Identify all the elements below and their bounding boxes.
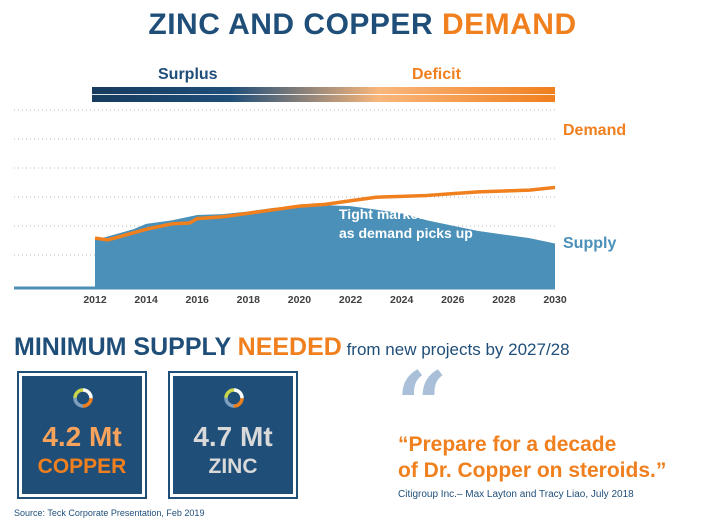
x-tick-label: 2028 (492, 294, 516, 306)
annotation-line1: Tight markets near-term (339, 206, 499, 222)
zinc-value: 4.7 Mt (193, 421, 273, 452)
copper-value: 4.2 Mt (42, 421, 122, 452)
quote-text: “Prepare for a decade of Dr. Copper on s… (398, 432, 666, 484)
demand-label: Demand (563, 122, 626, 139)
x-axis-ticks: 2012 2014 2016 2018 2020 2022 2024 2026 2028 2030 (83, 294, 567, 306)
supply-label: Supply (563, 235, 616, 252)
annotation-line2: as demand picks up (339, 225, 473, 241)
deficit-label: Deficit (412, 66, 461, 83)
source-note: Source: Teck Corporate Presentation, Feb… (14, 508, 205, 518)
surplus-label: Surplus (158, 66, 218, 83)
section-title-main: MINIMUM SUPPLY (14, 333, 238, 361)
gauge-icon (224, 388, 244, 408)
copper-card: 4.2 Mt COPPER (17, 371, 147, 499)
x-tick-label: 2026 (441, 294, 465, 306)
section-title-sub: from new projects by 2027/28 (341, 340, 570, 359)
gauge-icon (73, 388, 93, 408)
section-title-accent: NEEDED (237, 333, 342, 361)
x-tick-label: 2020 (288, 294, 312, 306)
x-tick-label: 2024 (390, 294, 414, 306)
supply-area (95, 205, 555, 288)
quote-mark-icon: “ (396, 352, 448, 458)
quote-line1: “Prepare for a decade (398, 433, 617, 456)
demand-line (94, 185, 556, 242)
quote-citation: Citigroup Inc.– Max Layton and Tracy Lia… (398, 489, 634, 500)
zinc-card: 4.7 Mt ZINC (168, 371, 298, 499)
x-tick-label: 2018 (237, 294, 261, 306)
page-title: ZINC AND COPPER DEMAND (0, 8, 725, 42)
x-tick-label: 2022 (339, 294, 363, 306)
x-tick-label: 2012 (83, 294, 107, 306)
title-main: ZINC AND COPPER (148, 8, 442, 41)
zinc-name: ZINC (208, 455, 258, 478)
x-tick-label: 2030 (543, 294, 567, 306)
title-accent: DEMAND (441, 8, 577, 41)
x-tick-label: 2016 (186, 294, 210, 306)
copper-name: COPPER (37, 455, 127, 478)
surplus-deficit-bar (92, 87, 555, 102)
demand-supply-chart: 2012 2014 2016 2018 2020 2022 2024 2026 2028 2030… (14, 109, 626, 306)
x-tick-label: 2014 (134, 294, 158, 306)
section-title: MINIMUM SUPPLY NEEDED from new projects … (14, 333, 570, 362)
quote-line2: of Dr. Copper on steroids.” (398, 459, 667, 482)
